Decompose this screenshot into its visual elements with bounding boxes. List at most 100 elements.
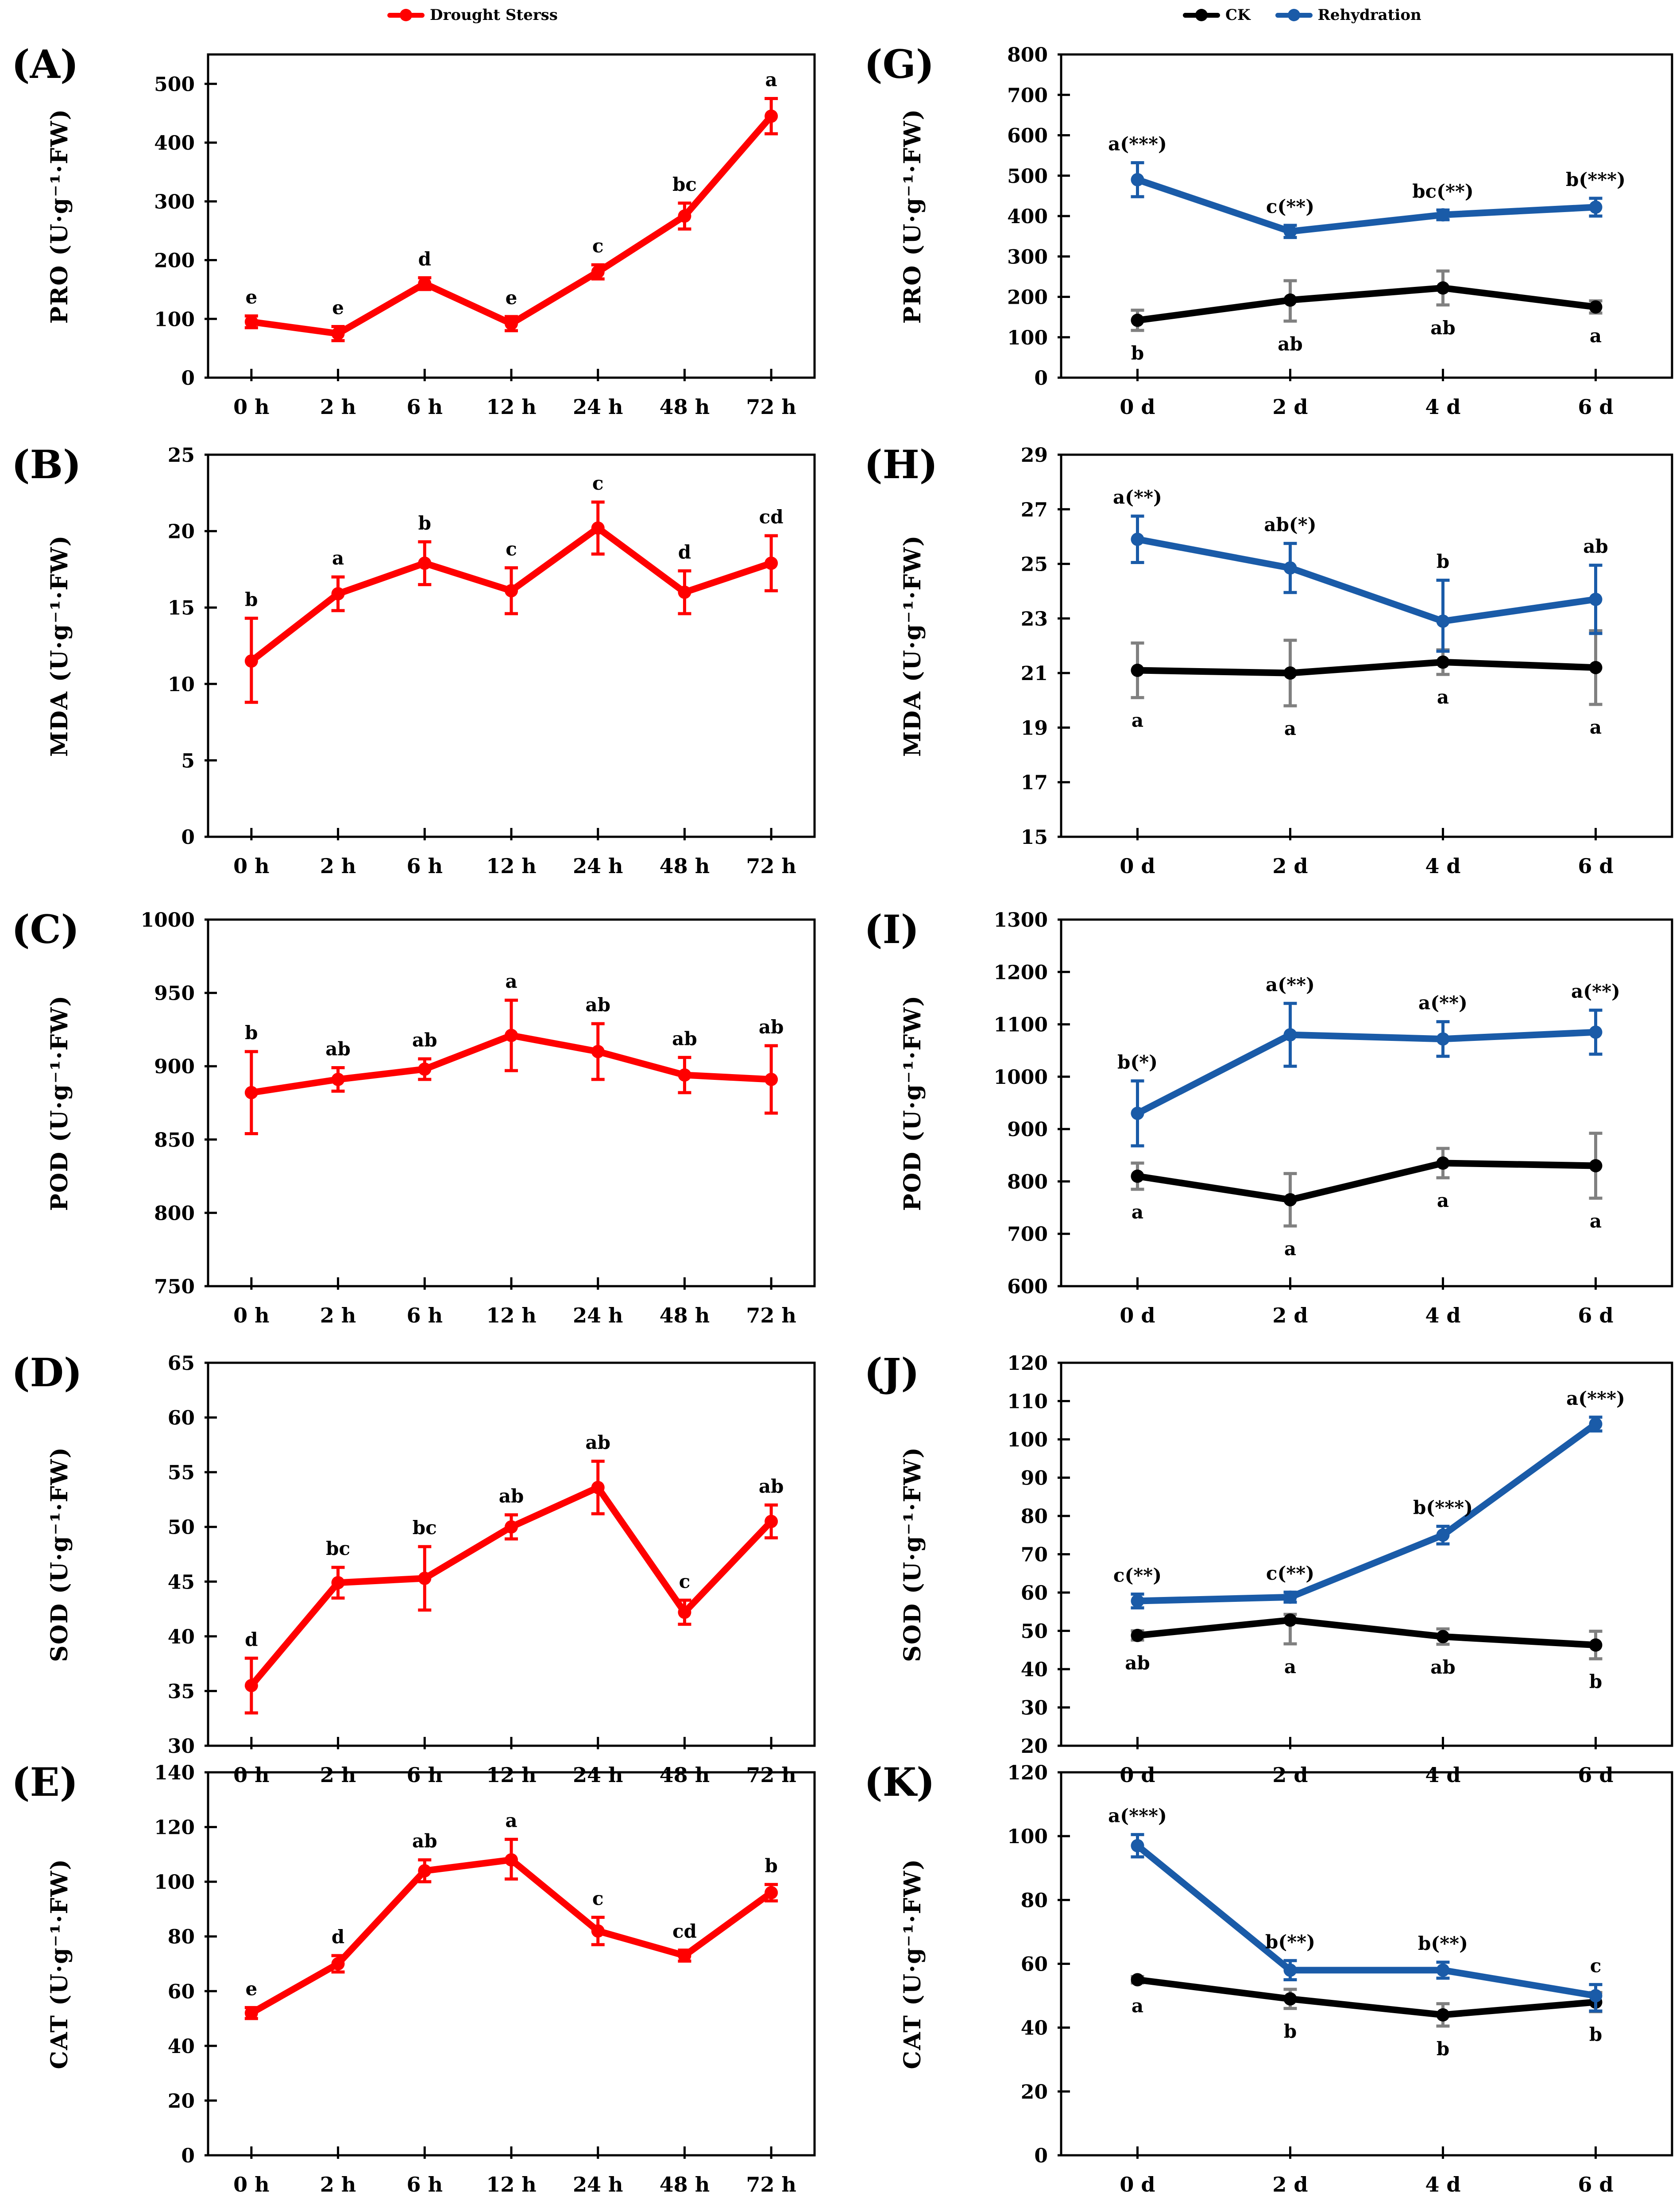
data-point — [678, 1949, 691, 1962]
sig-letter: b — [1437, 2038, 1449, 2060]
x-tick-label: 6 d — [1578, 1763, 1613, 1787]
data-point — [1589, 661, 1603, 674]
x-tick-label: 2 d — [1272, 854, 1308, 878]
y-tick-label: 0 — [1034, 367, 1048, 390]
sig-letter: d — [245, 1628, 258, 1650]
y-tick-label: 60 — [1021, 1582, 1048, 1605]
y-tick-label: 1300 — [994, 909, 1048, 932]
data-point — [1131, 663, 1144, 677]
y-tick-label: 500 — [154, 73, 195, 96]
y-tick-label: 25 — [168, 444, 195, 467]
y-tick-label: 10 — [168, 673, 195, 696]
panel-label-I: (I) — [864, 906, 919, 952]
sig-letter: a — [1590, 716, 1602, 738]
legend-line-marker-rehydration — [1275, 8, 1313, 22]
y-tick-label: 40 — [1021, 1659, 1048, 1681]
sig-letter: ab — [499, 1485, 524, 1507]
data-point — [1131, 533, 1144, 546]
x-tick-label: 72 h — [746, 395, 796, 419]
data-point — [418, 1571, 432, 1585]
y-tick-label: 500 — [1007, 165, 1048, 188]
data-point — [1436, 2008, 1450, 2022]
x-tick-label: 0 h — [233, 2173, 269, 2196]
plot-box — [1060, 1771, 1673, 2157]
y-tick-label: 80 — [168, 1926, 195, 1949]
x-tick-label: 6 h — [407, 1763, 443, 1787]
sig-letter: ab — [759, 1016, 784, 1038]
y-tick-label: 20 — [168, 521, 195, 543]
data-point — [418, 557, 432, 570]
data-point — [765, 1886, 778, 1899]
series-line-ck — [1134, 1976, 1599, 2018]
sig-letter: bc(**) — [1412, 180, 1474, 202]
x-tick-label: 12 h — [486, 1763, 536, 1787]
sig-letter: a — [1284, 718, 1296, 739]
data-point — [1283, 1992, 1297, 2006]
data-point — [765, 1073, 778, 1086]
sig-letter: e — [245, 286, 257, 308]
sig-letter: b — [1589, 2024, 1602, 2045]
y-tick-label: 120 — [1007, 1352, 1048, 1375]
y-tick-label: 1000 — [141, 909, 195, 932]
y-tick-label: 700 — [1007, 1223, 1048, 1246]
sig-letter: b — [765, 1855, 777, 1876]
x-tick-label: 48 h — [660, 854, 710, 878]
y-axis-label: MDA (U·g⁻¹·FW) — [899, 535, 926, 757]
y-tick-label: 0 — [181, 2145, 195, 2167]
sig-letter: ab — [1125, 1652, 1150, 1674]
y-axis-label: POD (U·g⁻¹·FW) — [899, 995, 926, 1211]
data-point — [505, 317, 518, 330]
sig-letter: a(**) — [1266, 974, 1315, 995]
y-tick-label: 600 — [1007, 1276, 1048, 1298]
data-point — [1131, 313, 1144, 327]
y-tick-label: 60 — [1021, 1953, 1048, 1976]
data-point — [591, 1045, 605, 1059]
y-tick-label: 30 — [1021, 1697, 1048, 1720]
panel-label-E: (E) — [12, 1759, 78, 1805]
data-point — [591, 265, 605, 279]
sig-letter: b — [418, 512, 431, 534]
x-tick-label: 4 d — [1425, 395, 1460, 419]
legend-item-rehydration: Rehydration — [1275, 6, 1421, 24]
y-tick-label: 700 — [1007, 84, 1048, 107]
data-point — [244, 315, 258, 329]
data-point — [1436, 615, 1450, 628]
data-point — [1436, 1528, 1450, 1542]
y-tick-label: 1200 — [994, 961, 1048, 984]
sig-letter: b(***) — [1566, 169, 1626, 190]
sig-letter: c — [506, 538, 517, 560]
x-tick-label: 2 d — [1272, 395, 1308, 419]
y-tick-label: 40 — [168, 1626, 195, 1648]
chart-panel-E: 0 20 40 60 80 100 120 140 0 h 2 h 6 h 12 h 24 h 48 h 7… — [46, 1762, 816, 2196]
data-point — [1283, 1613, 1297, 1627]
y-tick-label: 27 — [1021, 499, 1048, 521]
x-tick-label: 2 h — [320, 854, 356, 878]
sig-letter: e — [506, 287, 518, 309]
y-tick-label: 100 — [1007, 1429, 1048, 1451]
data-point — [678, 1605, 691, 1619]
data-point — [1131, 1839, 1144, 1852]
sig-letter: b — [1131, 342, 1144, 364]
sig-letter: a — [1132, 710, 1143, 731]
series-line-rehydration — [1134, 1420, 1599, 1605]
sig-letter: b — [1437, 551, 1449, 572]
chart-panel-K: 0 20 40 60 80 100 120 0 d 2 d 4 d 6 d CAT (U·g⁻¹·FW… — [899, 1762, 1673, 2196]
y-tick-label: 23 — [1021, 608, 1048, 630]
y-tick-label: 21 — [1021, 662, 1048, 685]
chart-panel-B: 0 5 10 15 20 25 0 h 2 h 6 h 12 h 24 h 48 h 72 h MDA (… — [46, 444, 816, 878]
y-tick-label: 120 — [154, 1817, 195, 1839]
data-point — [331, 1073, 345, 1086]
x-tick-label: 24 h — [573, 2173, 623, 2196]
sig-letter: d — [678, 541, 691, 563]
data-point — [418, 277, 432, 290]
y-tick-label: 100 — [1007, 1825, 1048, 1848]
sig-letter: a — [1437, 686, 1449, 708]
sig-letter: c — [592, 235, 604, 257]
data-point — [1589, 592, 1603, 606]
data-point — [1436, 1156, 1450, 1170]
data-point — [1436, 1630, 1450, 1643]
y-tick-label: 20 — [168, 2090, 195, 2112]
y-tick-label: 800 — [1007, 44, 1048, 66]
sig-letter: cd — [672, 1921, 697, 1942]
x-tick-label: 6 h — [407, 854, 443, 878]
